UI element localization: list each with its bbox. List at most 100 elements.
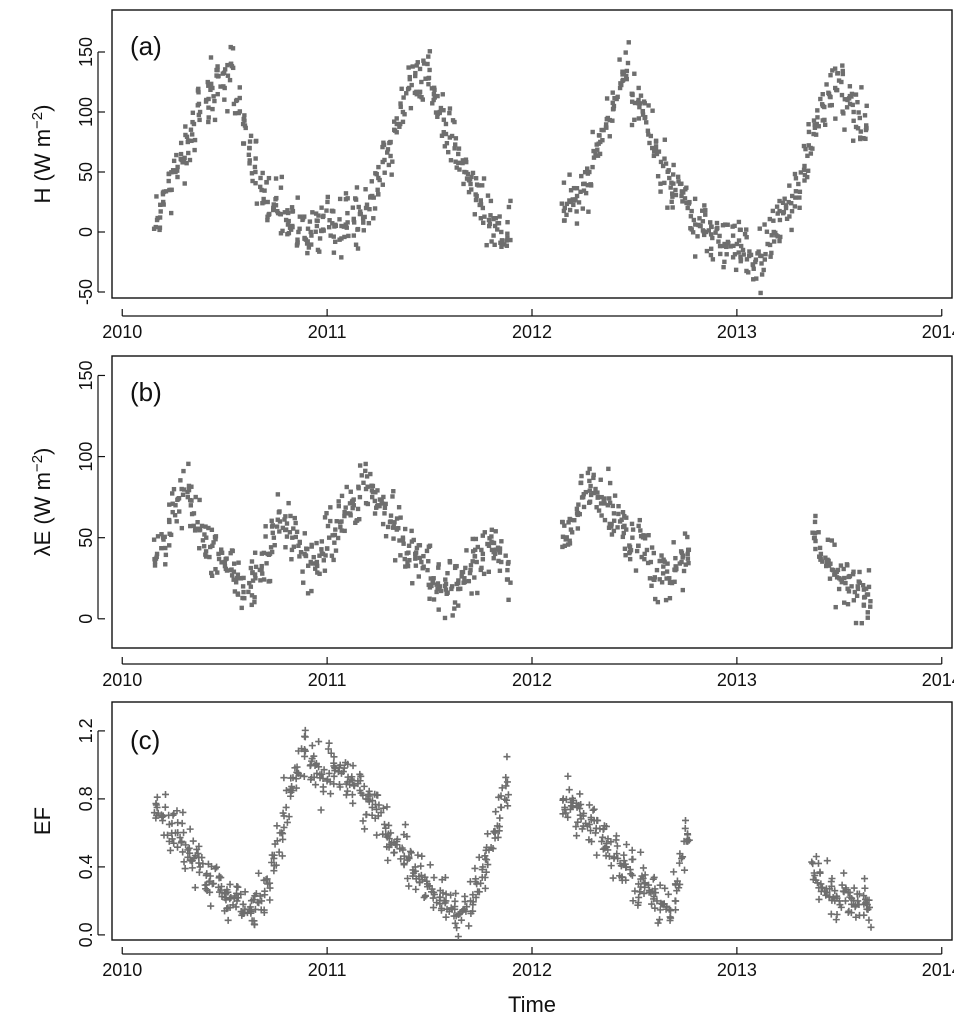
panel-a-data-point <box>615 94 620 100</box>
panel-b-data-point <box>452 606 457 611</box>
panel-a-data-point <box>746 270 751 275</box>
panel-a-data-point <box>748 252 754 258</box>
panel-b-data-point <box>398 515 403 520</box>
panel-a-data-point <box>267 211 272 217</box>
panel-b-data-point <box>380 501 385 506</box>
panel-c-data-point <box>451 902 459 910</box>
panel-a-data-point <box>242 113 247 118</box>
panel-b-data-point <box>813 513 818 519</box>
panel-b-data-point <box>825 557 830 563</box>
panel-b-data-point <box>216 551 221 557</box>
panel-a-data-point <box>231 101 237 107</box>
panel-b-data-point <box>249 559 255 564</box>
panel-b-data-point <box>685 556 691 561</box>
panel-a-data-point <box>574 193 580 199</box>
panel-a-data-point <box>581 188 587 193</box>
panel-a-data-point <box>222 97 227 102</box>
panel-a-data-point <box>351 233 357 238</box>
panel-a-data-point <box>767 216 773 222</box>
panel-a-data-point <box>859 85 864 90</box>
panel-c-data-point <box>349 799 357 807</box>
panel-a-data-point <box>736 219 742 225</box>
panel-a-data-point <box>855 126 861 131</box>
panel-b-data-point <box>172 513 178 518</box>
panel-a-data-point <box>473 197 479 203</box>
panel-c-data-point <box>837 903 845 911</box>
panel-b-data-point <box>611 518 617 523</box>
panel-a-data-point <box>815 115 820 120</box>
panel-b-data-point <box>659 553 664 558</box>
panel-b-data-point <box>222 563 228 569</box>
panel-a-data-point <box>751 277 756 282</box>
panel-a-data-point <box>421 58 426 63</box>
panel-c-data-point <box>211 865 219 873</box>
panel-b-data-point <box>622 546 628 551</box>
panel-a-data-point <box>844 105 850 110</box>
panel-b-data-point <box>637 517 642 523</box>
panel-a-data-point <box>443 121 449 127</box>
panel-a-data-point <box>798 170 804 175</box>
panel-b-y-tick-label: 50 <box>76 528 96 548</box>
panel-a-data-point <box>432 95 437 100</box>
panel-c-data-point <box>855 890 863 898</box>
panel-c-data-point <box>599 833 607 841</box>
panel-b-data-point <box>812 530 818 536</box>
panel-b-data-point <box>167 502 172 507</box>
panel-c-data-point <box>286 785 294 793</box>
panel-b-data-point <box>248 584 254 589</box>
panel-b-data-point <box>240 595 245 601</box>
panel-a-data-point <box>777 208 782 214</box>
panel-a-data-point <box>444 140 450 146</box>
panel-a-data-point <box>651 149 657 154</box>
panel-c-data-point <box>483 856 491 864</box>
panel-c-data-point <box>287 792 295 800</box>
panel-b-data-point <box>263 524 268 529</box>
panel-b-data-point <box>413 563 419 568</box>
panel-a-data-point <box>266 175 272 181</box>
panel-c-data-point <box>481 852 489 860</box>
panel-b-data-point <box>275 492 281 497</box>
panel-a-data-point <box>499 238 505 244</box>
panel-a-data-point <box>297 226 302 231</box>
panel-b-data-point <box>673 555 678 561</box>
panel-c-data-point <box>390 849 398 857</box>
panel-a-data-point <box>590 164 595 170</box>
panel-a-data-point <box>802 163 807 169</box>
panel-c-data-point <box>846 893 854 901</box>
panel-c-data-point <box>501 795 509 803</box>
panel-b-data-point <box>683 562 688 567</box>
panel-a-data-point <box>313 211 319 216</box>
panel-b-data-point <box>622 513 627 519</box>
panel-a-data-point <box>502 242 507 247</box>
panel-a-data-point <box>353 197 359 202</box>
panel-c-data-point <box>375 801 383 809</box>
panel-a-data-point <box>610 90 615 95</box>
panel-b-points <box>151 461 873 626</box>
panel-a-data-point <box>647 140 652 146</box>
panel-b-data-point <box>414 545 420 551</box>
panel-c-data-point <box>861 875 869 883</box>
panel-b-data-point <box>421 564 426 569</box>
panel-c-data-point <box>564 813 572 821</box>
panel-a-data-point <box>402 112 407 117</box>
panel-a-data-point <box>671 162 676 168</box>
panel-c-data-point <box>153 793 161 801</box>
panel-b-data-point <box>563 537 568 542</box>
panel-a-data-point <box>319 205 324 210</box>
panel-a-data-point <box>307 219 313 224</box>
panel-b-data-point <box>229 573 235 578</box>
panel-a-data-point <box>638 93 644 98</box>
panel-b-data-point <box>253 576 258 581</box>
panel-a-data-point <box>208 87 213 93</box>
panel-a-data-point <box>597 151 603 157</box>
panel-b-data-point <box>475 544 480 550</box>
panel-b-data-point <box>588 492 594 498</box>
panel-a-data-point <box>388 153 393 159</box>
panel-c-data-point <box>675 884 683 892</box>
panel-b-data-point <box>836 586 842 592</box>
panel-b-data-point <box>481 571 487 577</box>
panel-b-data-point <box>616 503 621 509</box>
panel-c-data-point <box>159 812 167 820</box>
panel-a-data-point <box>505 219 510 225</box>
panel-a-data-point <box>827 103 833 108</box>
